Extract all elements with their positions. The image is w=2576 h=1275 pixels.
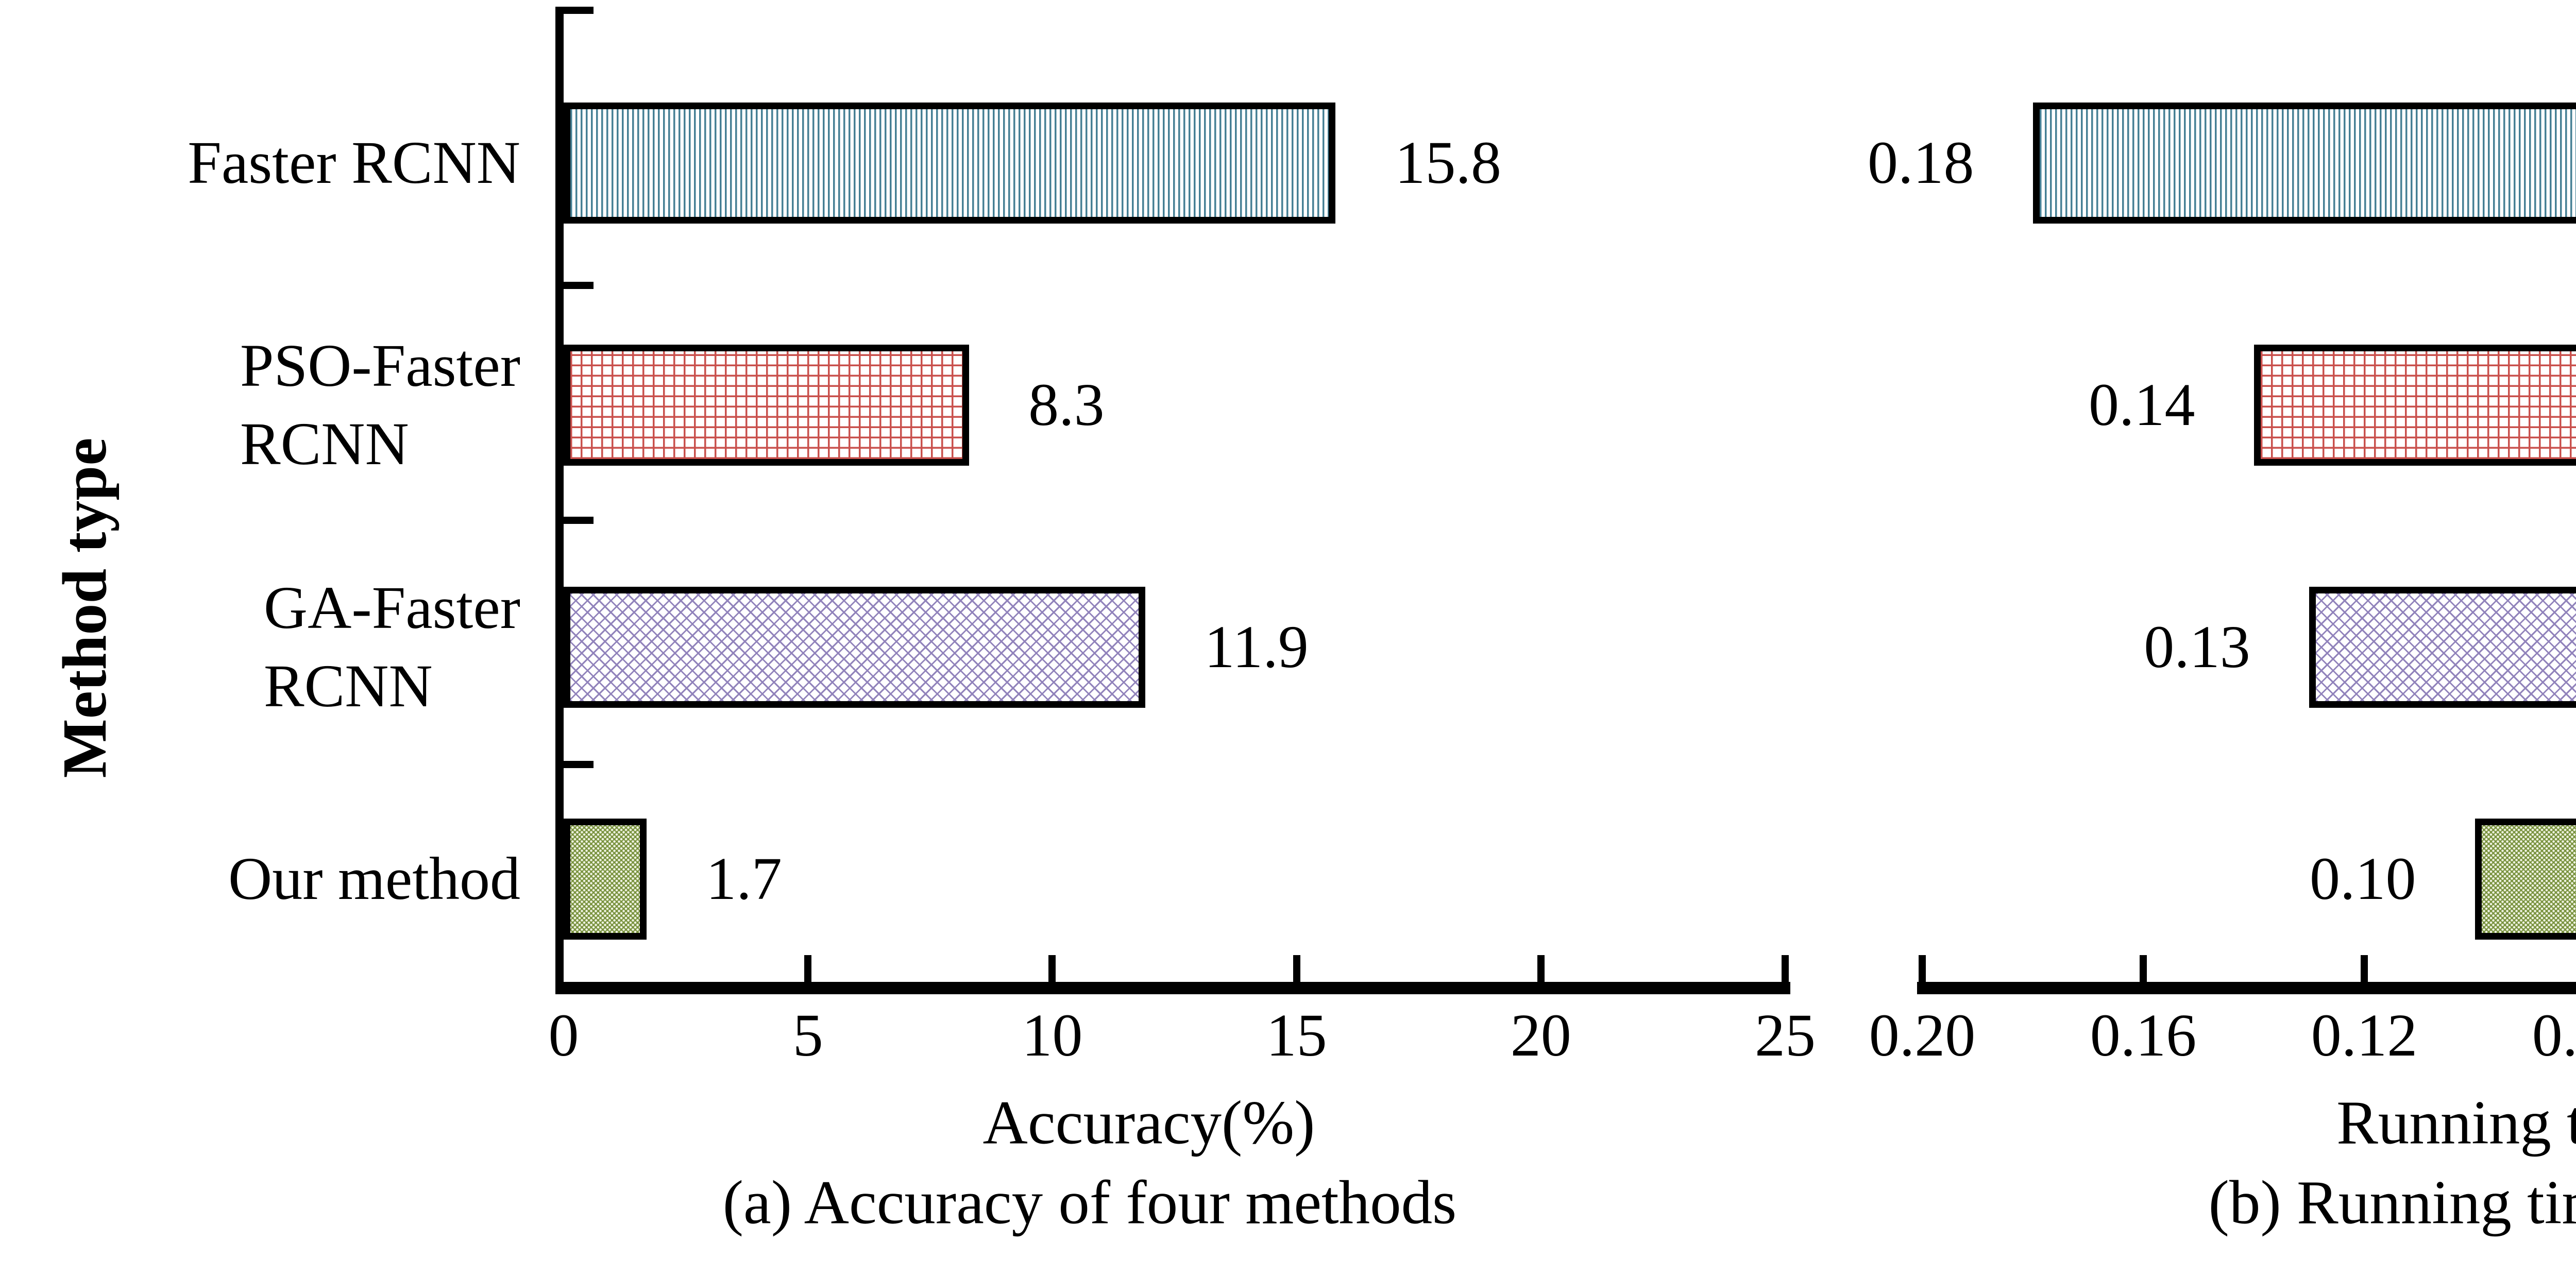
x-tick-b-0.16 bbox=[2140, 955, 2147, 982]
x-tick-label-a-25: 25 bbox=[1755, 1001, 1816, 1069]
x-tick-label-b-0.12: 0.12 bbox=[2311, 1001, 2418, 1069]
category-label-line: RCNN bbox=[263, 652, 433, 720]
x-tick-label-b-0.08: 0.08 bbox=[2532, 1001, 2576, 1069]
category-label-line: GA-Faster bbox=[263, 574, 520, 641]
x-tick-a-10 bbox=[1048, 955, 1056, 982]
bar-a-pso-faster-rcnn bbox=[564, 344, 970, 466]
category-label-a-pso-faster-rcnn: PSO-Faster RCNN bbox=[240, 327, 520, 483]
bar-b-pso-faster-rcnn bbox=[2253, 344, 2576, 466]
category-tick-a-3 bbox=[564, 761, 594, 768]
x-tick-a-25 bbox=[1782, 955, 1789, 982]
x-axis-title-running-time: Running time(s) bbox=[2336, 1088, 2576, 1158]
value-label-b-faster-rcnn: 0.18 bbox=[1868, 129, 1974, 196]
y-axis-title-left: Method type bbox=[50, 437, 120, 778]
x-tick-b-0.20 bbox=[1919, 955, 1926, 982]
bar-b-our-method bbox=[2475, 818, 2576, 940]
caption-panel-b: (b) Running time of four methods bbox=[2208, 1168, 2576, 1237]
value-label-a-pso-faster-rcnn: 8.3 bbox=[1028, 371, 1105, 438]
x-tick-label-a-0: 0 bbox=[548, 1001, 579, 1069]
x-axis-a bbox=[555, 982, 1790, 994]
category-label-line: RCNN bbox=[240, 410, 409, 478]
category-label-line: Our method bbox=[228, 845, 520, 912]
caption-panel-a: (a) Accuracy of four methods bbox=[722, 1168, 1457, 1237]
value-label-b-pso-faster-rcnn: 0.14 bbox=[2089, 371, 2195, 438]
value-label-b-ga-faster-rcnn: 0.13 bbox=[2144, 613, 2250, 681]
x-tick-label-a-10: 10 bbox=[1022, 1001, 1083, 1069]
category-tick-a-2 bbox=[564, 517, 594, 524]
category-tick-a-1 bbox=[564, 282, 594, 289]
x-axis-b bbox=[1917, 982, 2576, 994]
x-tick-label-b-0.16: 0.16 bbox=[2090, 1001, 2197, 1069]
category-label-a-ga-faster-rcnn: GA-Faster RCNN bbox=[264, 569, 520, 725]
bar-a-faster-rcnn bbox=[564, 102, 1336, 224]
category-tick-a-0 bbox=[564, 7, 594, 14]
x-tick-a-5 bbox=[804, 955, 812, 982]
bar-b-ga-faster-rcnn bbox=[2309, 586, 2576, 708]
category-label-a-faster-rcnn: Faster RCNN bbox=[188, 124, 520, 202]
x-tick-label-a-15: 15 bbox=[1266, 1001, 1327, 1069]
x-tick-label-a-5: 5 bbox=[792, 1001, 823, 1069]
value-label-a-ga-faster-rcnn: 11.9 bbox=[1204, 613, 1309, 681]
category-label-line: PSO-Faster bbox=[240, 332, 520, 399]
x-tick-label-b-0.20: 0.20 bbox=[1869, 1001, 1976, 1069]
x-tick-a-20 bbox=[1537, 955, 1545, 982]
x-tick-b-0.12 bbox=[2361, 955, 2368, 982]
x-tick-a-15 bbox=[1293, 955, 1300, 982]
bar-a-our-method bbox=[564, 818, 647, 940]
x-axis-title-accuracy: Accuracy(%) bbox=[982, 1088, 1315, 1158]
value-label-b-our-method: 0.10 bbox=[2310, 845, 2416, 912]
bar-b-faster-rcnn bbox=[2032, 102, 2576, 224]
category-label-a-our-method: Our method bbox=[228, 840, 520, 918]
bar-a-ga-faster-rcnn bbox=[564, 586, 1145, 708]
value-label-a-faster-rcnn: 15.8 bbox=[1395, 129, 1501, 196]
x-tick-label-a-20: 20 bbox=[1510, 1001, 1571, 1069]
category-label-line: Faster RCNN bbox=[188, 129, 520, 196]
value-label-a-our-method: 1.7 bbox=[706, 845, 782, 912]
y-axis-a bbox=[555, 7, 564, 994]
